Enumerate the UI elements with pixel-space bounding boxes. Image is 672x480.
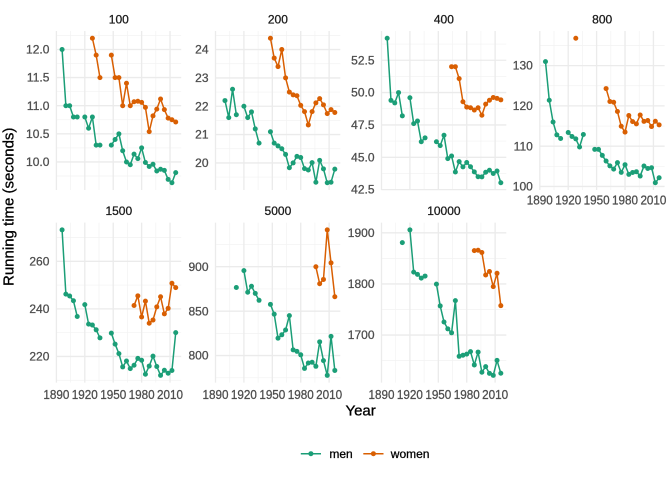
svg-text:1980: 1980 (612, 193, 638, 208)
svg-text:1950: 1950 (425, 387, 451, 402)
svg-text:1700: 1700 (348, 328, 375, 342)
svg-text:1920: 1920 (397, 387, 423, 402)
svg-text:men: men (329, 447, 352, 461)
svg-text:1950: 1950 (100, 387, 126, 402)
svg-text:20: 20 (195, 156, 209, 170)
svg-text:400: 400 (434, 13, 454, 27)
svg-text:1900: 1900 (348, 226, 375, 240)
svg-text:Running time (seconds): Running time (seconds) (1, 128, 18, 286)
svg-text:800: 800 (188, 349, 208, 363)
svg-text:1890: 1890 (203, 387, 229, 402)
svg-text:100: 100 (109, 13, 129, 27)
svg-text:110: 110 (514, 139, 533, 153)
svg-text:23: 23 (195, 71, 209, 85)
svg-text:2010: 2010 (482, 387, 508, 402)
svg-text:42.5: 42.5 (351, 183, 375, 197)
svg-text:1890: 1890 (527, 193, 553, 208)
svg-text:1980: 1980 (454, 387, 480, 402)
svg-text:11.5: 11.5 (27, 71, 50, 85)
svg-text:130: 130 (513, 59, 533, 73)
svg-text:1980: 1980 (288, 387, 314, 402)
svg-text:2010: 2010 (316, 387, 342, 402)
svg-text:5000: 5000 (265, 204, 292, 218)
svg-text:10.5: 10.5 (26, 127, 50, 141)
svg-text:12.0: 12.0 (26, 43, 50, 57)
svg-text:220: 220 (29, 350, 49, 364)
svg-text:50.0: 50.0 (351, 86, 375, 100)
svg-text:850: 850 (188, 304, 208, 318)
svg-text:24: 24 (195, 43, 209, 57)
svg-text:2010: 2010 (640, 193, 666, 208)
svg-text:1920: 1920 (231, 387, 257, 402)
svg-text:1950: 1950 (259, 387, 285, 402)
svg-text:120: 120 (513, 99, 533, 113)
svg-text:1950: 1950 (584, 193, 610, 208)
svg-text:1800: 1800 (348, 277, 375, 291)
svg-text:200: 200 (268, 13, 288, 27)
svg-text:1980: 1980 (129, 387, 155, 402)
svg-text:1920: 1920 (555, 193, 581, 208)
svg-text:240: 240 (29, 302, 49, 316)
svg-text:2010: 2010 (157, 387, 183, 402)
svg-text:22: 22 (195, 99, 209, 113)
svg-text:1500: 1500 (105, 204, 132, 218)
svg-text:10000: 10000 (427, 204, 461, 218)
svg-text:47.5: 47.5 (351, 118, 375, 132)
svg-text:21: 21 (195, 128, 209, 142)
svg-text:260: 260 (29, 254, 49, 268)
svg-text:Year: Year (345, 403, 375, 420)
svg-text:1920: 1920 (72, 387, 98, 402)
svg-text:52.5: 52.5 (351, 53, 375, 67)
svg-text:1890: 1890 (369, 387, 395, 402)
svg-text:11.0: 11.0 (27, 99, 50, 113)
svg-text:45.0: 45.0 (351, 150, 375, 164)
svg-text:100: 100 (513, 180, 533, 194)
svg-text:800: 800 (592, 13, 612, 27)
svg-text:900: 900 (188, 260, 208, 274)
svg-text:women: women (390, 447, 430, 461)
svg-text:10.0: 10.0 (26, 155, 50, 169)
svg-text:1890: 1890 (43, 387, 69, 402)
